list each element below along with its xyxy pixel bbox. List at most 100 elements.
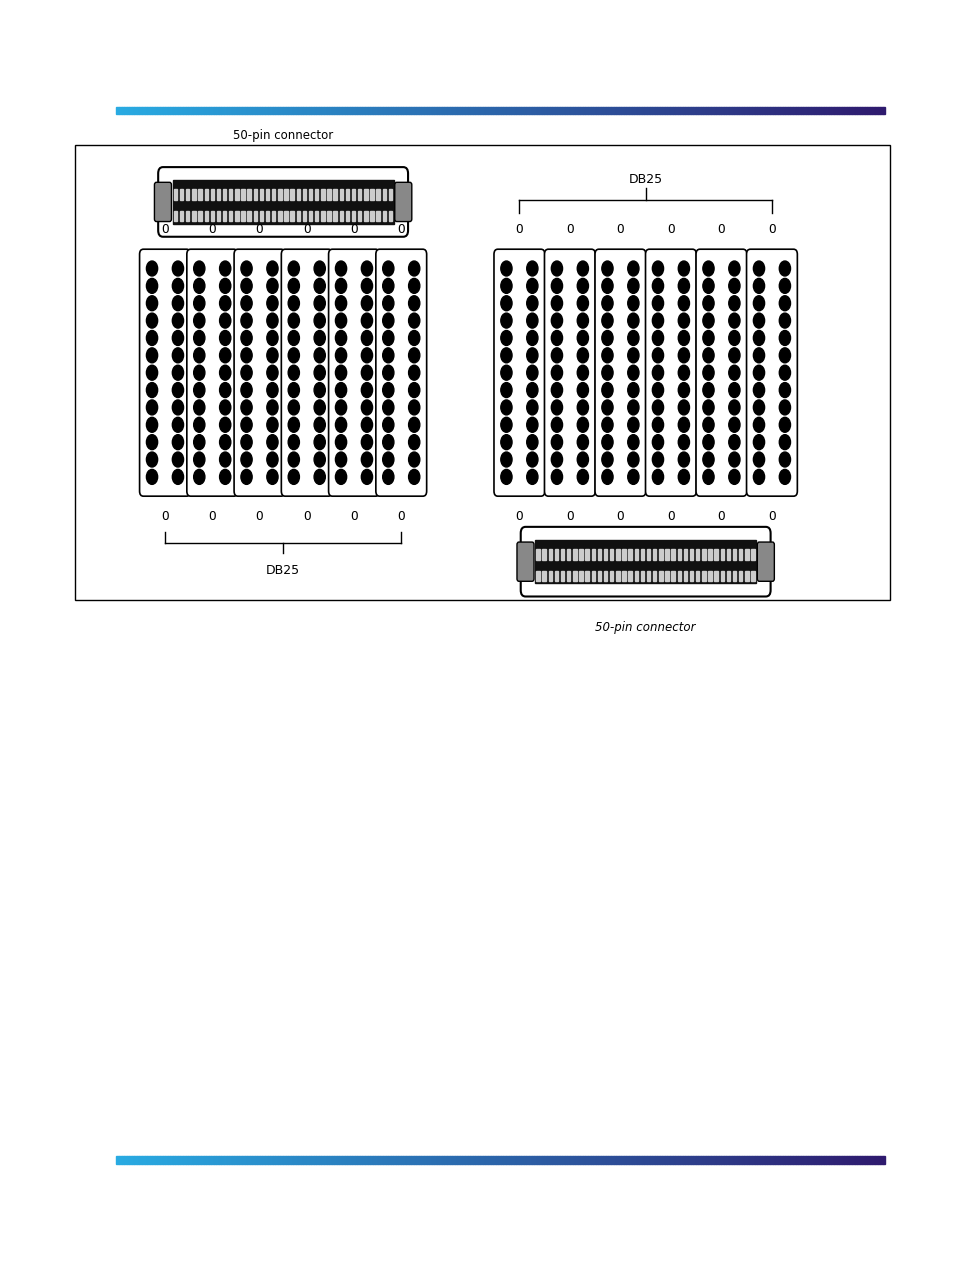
Bar	[839, 1156, 841, 1164]
Circle shape	[172, 331, 183, 346]
Circle shape	[627, 417, 639, 432]
Bar	[536, 571, 539, 581]
Bar	[825, 107, 828, 114]
Circle shape	[241, 417, 252, 432]
Circle shape	[702, 296, 714, 310]
Bar	[560, 550, 564, 560]
Bar	[213, 107, 216, 114]
Bar	[529, 1156, 531, 1164]
Circle shape	[146, 347, 157, 363]
Circle shape	[267, 331, 277, 346]
Circle shape	[288, 383, 299, 398]
Circle shape	[193, 469, 205, 485]
Bar	[825, 1156, 828, 1164]
Bar	[800, 1156, 802, 1164]
Bar	[364, 211, 367, 221]
Bar	[856, 107, 859, 114]
Circle shape	[577, 347, 588, 363]
Circle shape	[577, 279, 588, 294]
Circle shape	[193, 365, 205, 380]
Bar	[602, 107, 605, 114]
Bar	[470, 1156, 472, 1164]
Bar	[728, 1156, 731, 1164]
Bar	[542, 571, 545, 581]
Bar	[459, 107, 462, 114]
Bar	[168, 1156, 170, 1164]
Bar	[273, 1156, 275, 1164]
Bar	[327, 211, 331, 221]
Bar	[869, 107, 872, 114]
Circle shape	[219, 313, 231, 328]
Circle shape	[335, 331, 346, 346]
Bar	[787, 1156, 790, 1164]
Bar	[628, 571, 631, 581]
Bar	[229, 211, 233, 221]
Bar	[247, 1156, 250, 1164]
Bar	[618, 1156, 620, 1164]
Bar	[649, 107, 652, 114]
Bar	[477, 107, 480, 114]
Bar	[224, 107, 227, 114]
Bar	[377, 1156, 380, 1164]
Bar	[698, 1156, 700, 1164]
Bar	[309, 190, 312, 200]
Bar	[616, 1156, 618, 1164]
Circle shape	[627, 435, 639, 449]
Bar	[653, 550, 656, 560]
FancyBboxPatch shape	[696, 249, 746, 496]
Bar	[743, 107, 746, 114]
Bar	[739, 571, 741, 581]
Bar	[209, 107, 211, 114]
Bar	[669, 107, 672, 114]
Bar	[575, 107, 578, 114]
Bar	[725, 1156, 728, 1164]
Bar	[290, 211, 294, 221]
Bar	[318, 1156, 321, 1164]
Bar	[602, 1156, 605, 1164]
Bar	[561, 1156, 564, 1164]
Bar	[139, 1156, 142, 1164]
Bar	[578, 571, 582, 581]
Circle shape	[335, 452, 346, 467]
Bar	[418, 1156, 421, 1164]
Bar	[531, 107, 534, 114]
Bar	[864, 1156, 866, 1164]
Circle shape	[146, 452, 157, 467]
Bar	[874, 107, 877, 114]
Circle shape	[288, 435, 299, 449]
Bar	[136, 107, 139, 114]
Bar	[578, 550, 582, 560]
Bar	[646, 1156, 649, 1164]
Bar	[518, 1156, 520, 1164]
Circle shape	[627, 399, 639, 415]
Bar	[795, 1156, 798, 1164]
Bar	[439, 1156, 441, 1164]
Bar	[475, 1156, 477, 1164]
Circle shape	[678, 313, 689, 328]
Bar	[821, 1156, 823, 1164]
Bar	[242, 107, 244, 114]
Bar	[336, 1156, 339, 1164]
Bar	[813, 1156, 815, 1164]
Bar	[321, 107, 324, 114]
Circle shape	[172, 261, 183, 276]
Bar	[455, 1156, 456, 1164]
Circle shape	[627, 279, 639, 294]
Bar	[262, 107, 265, 114]
Bar	[659, 1156, 661, 1164]
Bar	[554, 107, 557, 114]
Circle shape	[382, 383, 394, 398]
Bar	[523, 1156, 526, 1164]
Bar	[188, 1156, 191, 1164]
Bar	[467, 107, 470, 114]
Bar	[247, 190, 251, 200]
Bar	[526, 1156, 529, 1164]
Bar	[390, 107, 393, 114]
Circle shape	[779, 261, 790, 276]
Circle shape	[753, 383, 763, 398]
Bar	[244, 1156, 247, 1164]
Circle shape	[500, 279, 512, 294]
Bar	[500, 107, 503, 114]
Bar	[790, 1156, 792, 1164]
Bar	[792, 1156, 795, 1164]
